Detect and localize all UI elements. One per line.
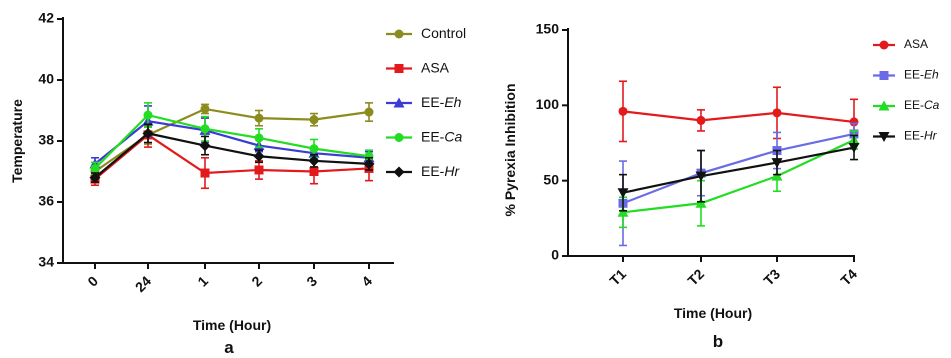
data-point xyxy=(363,158,375,170)
data-point xyxy=(253,150,265,162)
series-line xyxy=(94,132,370,179)
data-point xyxy=(90,163,100,173)
data-point xyxy=(254,133,264,143)
legend-label: EE-Hr xyxy=(904,129,938,143)
legend-label: EE-Ca xyxy=(421,128,462,144)
data-point xyxy=(200,104,210,114)
legend-label: EE-Eh xyxy=(904,68,939,82)
data-point xyxy=(771,158,783,169)
data-point xyxy=(618,106,628,116)
legend-marker xyxy=(879,71,889,80)
legend-entry: EE-Ca xyxy=(386,128,462,144)
data-point xyxy=(143,110,153,120)
x-tick-label: T1 xyxy=(606,266,629,289)
series-asa xyxy=(618,80,859,146)
legend-label: EE-Hr xyxy=(421,163,460,179)
data-point xyxy=(142,127,154,139)
series-ee-eh xyxy=(89,105,375,171)
y-tick-label: 150 xyxy=(536,21,560,37)
legend-marker xyxy=(394,29,404,39)
data-point xyxy=(617,206,629,217)
data-point xyxy=(695,171,707,182)
legend-entry: Control xyxy=(386,25,466,41)
data-point xyxy=(254,113,264,123)
legend-entry: ASA xyxy=(873,37,928,51)
series-ee-ca xyxy=(617,130,860,229)
y-tick-label: 0 xyxy=(551,247,559,263)
series-line xyxy=(94,120,370,165)
legend-entry: EE-Eh xyxy=(873,68,939,82)
legend-marker xyxy=(394,64,404,73)
data-point xyxy=(309,115,319,125)
x-axis-title: Time (Hour) xyxy=(674,305,752,321)
series-line xyxy=(622,146,855,194)
series-line xyxy=(622,110,855,123)
data-point xyxy=(309,167,319,176)
series-line xyxy=(622,132,855,205)
data-point xyxy=(772,108,782,118)
legend-entry: EE-Hr xyxy=(386,163,460,179)
legend-entry: EE-Ca xyxy=(873,98,940,112)
legend-marker xyxy=(393,166,405,178)
legend-marker xyxy=(393,97,405,108)
series-line xyxy=(94,113,370,170)
x-tick-label: T4 xyxy=(837,266,860,289)
data-point xyxy=(696,115,706,125)
data-point xyxy=(848,143,860,154)
legend-entry: EE-Hr xyxy=(873,129,938,143)
x-tick-label: 0 xyxy=(84,273,101,290)
series-control xyxy=(90,102,374,179)
x-tick-label: T3 xyxy=(760,266,783,289)
data-point xyxy=(695,197,707,208)
data-point xyxy=(771,170,783,181)
data-point xyxy=(617,188,629,199)
y-tick-label: 36 xyxy=(38,193,54,209)
chart-panel-b: 0 50 100 150 T1 T2 T3 T4 Time (Hour) % Pyrexia In… xyxy=(502,21,940,351)
data-point xyxy=(254,165,264,175)
series-ee-hr xyxy=(617,134,860,212)
legend-label: EE-Eh xyxy=(421,94,462,110)
data-point xyxy=(199,140,211,152)
y-tick-label: 34 xyxy=(38,254,54,270)
legend-label: ASA xyxy=(421,59,450,75)
x-tick-label: 1 xyxy=(194,273,211,290)
data-point xyxy=(89,172,101,184)
y-tick-label: 40 xyxy=(38,71,54,87)
x-tick-label: 3 xyxy=(303,273,320,290)
data-point xyxy=(200,168,210,178)
series-line xyxy=(94,133,370,180)
data-point xyxy=(309,144,319,154)
legend-marker xyxy=(878,132,890,142)
series-line xyxy=(622,138,855,214)
legend-label: EE-Ca xyxy=(904,98,940,112)
legend-entry: EE-Eh xyxy=(386,94,462,110)
x-tick-label: 2 xyxy=(248,273,265,290)
series-ee-eh xyxy=(618,122,859,247)
y-tick-label: 50 xyxy=(543,171,559,187)
x-tick-label: 24 xyxy=(132,273,154,295)
data-point xyxy=(200,124,210,134)
data-point xyxy=(364,107,374,117)
x-tick-label: T2 xyxy=(684,266,707,289)
series-ee-hr xyxy=(89,123,375,184)
y-axis-title: Temperature xyxy=(9,99,25,183)
panel-label: b xyxy=(713,332,723,351)
x-tick-label: 4 xyxy=(358,273,375,290)
panel-label: a xyxy=(224,338,234,357)
y-axis-title: % Pyrexia Inhibition xyxy=(502,83,518,216)
legend-label: Control xyxy=(421,25,466,41)
legend-marker xyxy=(879,40,889,50)
legend-label: ASA xyxy=(904,37,928,51)
legend-entry: ASA xyxy=(386,59,450,75)
y-tick-label: 38 xyxy=(38,132,54,148)
legend-marker xyxy=(878,100,890,111)
x-axis-title: Time (Hour) xyxy=(193,317,271,333)
legend-marker xyxy=(394,133,404,142)
y-tick-label: 42 xyxy=(38,10,54,26)
data-point xyxy=(308,155,320,167)
y-tick-label: 100 xyxy=(536,96,560,112)
